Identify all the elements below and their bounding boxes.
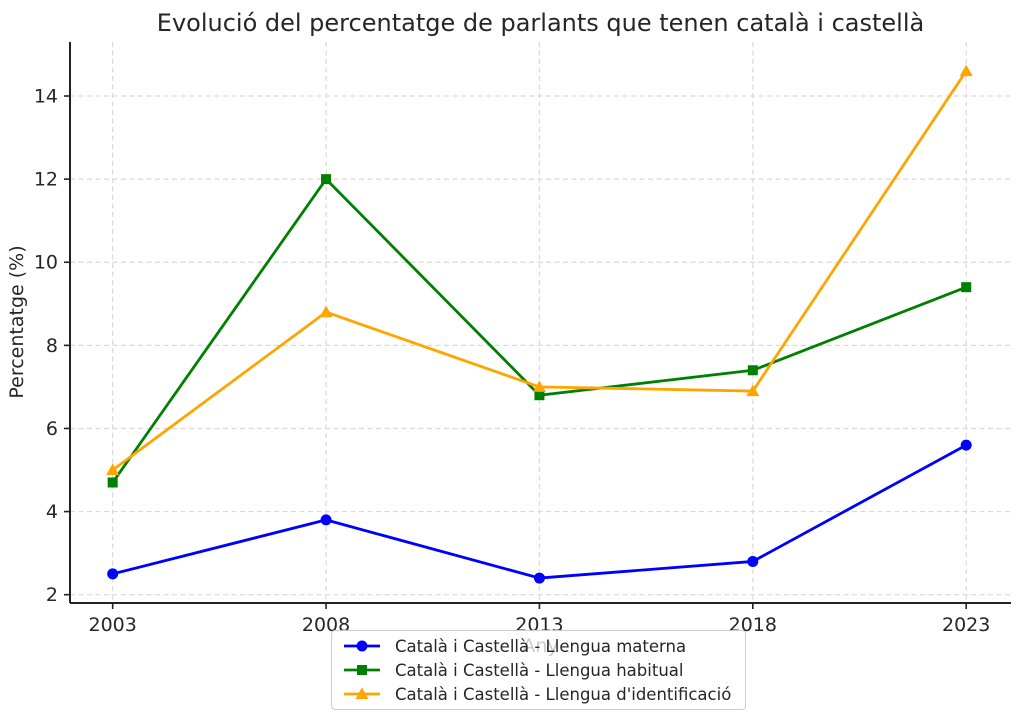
svg-text:6: 6: [46, 418, 58, 440]
series-line-2: [106, 64, 973, 476]
svg-text:8: 8: [46, 335, 58, 357]
svg-text:4: 4: [46, 501, 58, 523]
series-line-0: [107, 439, 972, 584]
legend-item-identificacio: Català i Castellà - Llengua d'identifica…: [342, 682, 735, 706]
svg-text:2003: 2003: [88, 614, 136, 636]
legend-label: Català i Castellà - Llengua d'identifica…: [395, 684, 732, 704]
legend: Català i Castellà - Llengua materna Cata…: [331, 630, 746, 710]
legend-item-habitual: Català i Castellà - Llengua habitual: [342, 658, 735, 682]
grid-lines: [70, 42, 1011, 603]
svg-text:2023: 2023: [942, 614, 990, 636]
line-circle-marker-icon: [344, 640, 380, 652]
legend-label: Català i Castellà - Llengua materna: [395, 636, 687, 656]
svg-text:12: 12: [34, 169, 58, 191]
line-triangle-marker-icon: [344, 687, 380, 699]
svg-text:2: 2: [46, 584, 58, 606]
legend-label: Català i Castellà - Llengua habitual: [395, 660, 684, 680]
legend-item-materna: Català i Castellà - Llengua materna: [342, 634, 735, 658]
series-line-1: [107, 174, 972, 488]
axes-spines: [69, 42, 1011, 604]
svg-text:10: 10: [34, 252, 58, 274]
y-axis-label: Percentatge (%): [6, 245, 28, 399]
svg-text:14: 14: [34, 86, 58, 108]
chart-title: Evolució del percentatge de parlants que…: [156, 9, 925, 37]
line-square-marker-icon: [344, 665, 380, 675]
